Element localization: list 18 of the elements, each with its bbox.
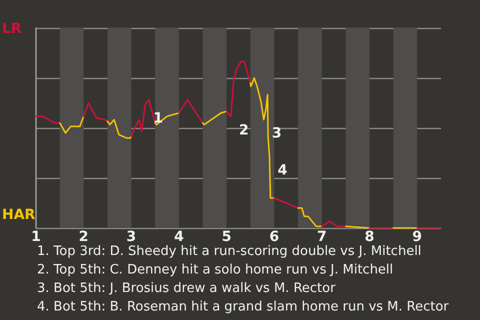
annotation: 2 [239, 122, 249, 138]
x-tick-label: 9 [412, 229, 422, 245]
x-tick-label: 7 [317, 229, 327, 245]
x-tick-label: 2 [78, 229, 89, 245]
text: 4. Bot 5th: B. Roseman hit a grand slam home run vs M. Rector [37, 300, 450, 314]
text: 1. Top 3rd: D. Sheedy hit a run-scoring double vs J. Mitchell [37, 244, 422, 259]
text: 3. Bot 5th: J. Brosius drew a walk vs M. Rector [37, 281, 336, 296]
x-tick-label: 5 [222, 229, 232, 245]
text: HAR [2, 207, 36, 223]
x-tick-label: 3 [126, 229, 136, 245]
x-tick-label: 4 [174, 229, 184, 245]
text: LR [2, 21, 22, 37]
text: 2. Top 5th: C. Denney hit a solo home run vs J. Mitchell [37, 262, 394, 278]
x-tick-label: 1 [31, 229, 41, 245]
x-tick-label: 8 [364, 229, 374, 245]
x-tick-label: 6 [269, 229, 280, 245]
annotation: 3 [272, 126, 282, 142]
annotation: 4 [278, 162, 288, 178]
